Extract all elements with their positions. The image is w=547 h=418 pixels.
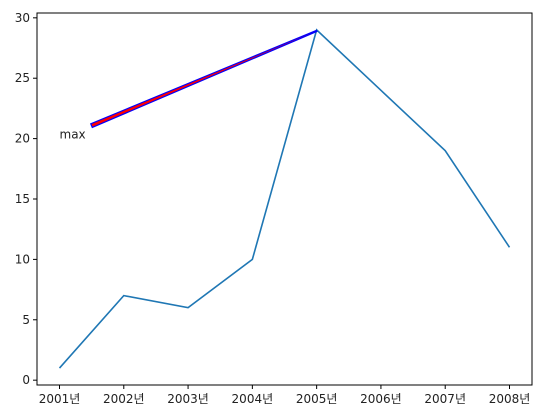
annotation-arrow [89, 29, 318, 129]
y-tick-label: 0 [22, 373, 30, 387]
x-tick-label: 2006년 [360, 392, 402, 406]
x-tick-label: 2001년 [39, 392, 81, 406]
x-tick-label: 2004년 [232, 392, 274, 406]
x-tick-label: 2003년 [167, 392, 209, 406]
x-tick-label: 2002년 [103, 392, 145, 406]
y-tick-label: 30 [15, 11, 30, 25]
x-tick-label: 2007년 [424, 392, 466, 406]
x-tick-label: 2005년 [296, 392, 338, 406]
x-tick-label: 2008년 [489, 392, 531, 406]
y-tick-label: 10 [15, 252, 30, 266]
y-tick-label: 5 [22, 313, 30, 327]
annotation-text: max [60, 128, 86, 142]
line [58, 28, 511, 369]
y-tick-label: 15 [15, 192, 30, 206]
y-tick-label: 25 [15, 71, 30, 85]
y-tick-label: 20 [15, 132, 30, 146]
